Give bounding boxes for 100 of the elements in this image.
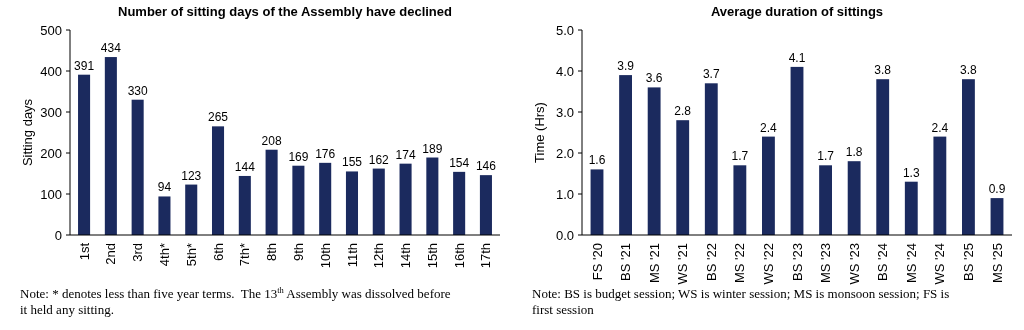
x-tick-label: 7th* xyxy=(237,243,253,267)
x-tick-label: BS '21 xyxy=(618,243,634,281)
bar xyxy=(962,79,975,235)
y-tick-label: 400 xyxy=(40,63,62,79)
x-tick-label: 14th xyxy=(398,243,414,269)
x-tick-label: MS '25 xyxy=(989,243,1005,284)
x-tick-label: WS '21 xyxy=(675,243,691,285)
data-label: 391 xyxy=(74,58,95,73)
bar xyxy=(990,198,1004,235)
x-tick-label: MS '21 xyxy=(646,243,662,284)
data-label: 3.8 xyxy=(874,63,892,78)
data-label: 1.7 xyxy=(817,149,835,164)
y-tick-label: 500 xyxy=(40,22,62,38)
x-tick-label: MS '24 xyxy=(903,243,919,284)
x-tick-label: 12th xyxy=(371,243,387,269)
data-label: 2.4 xyxy=(931,120,949,135)
y-tick-label: 300 xyxy=(40,104,62,120)
bar xyxy=(933,136,947,235)
y-tick-label: 0 xyxy=(54,227,62,243)
bar xyxy=(372,168,385,235)
y-tick-label: 4.0 xyxy=(555,63,574,79)
x-tick-label: MS '22 xyxy=(732,243,748,284)
bar xyxy=(619,75,632,235)
data-label: 144 xyxy=(234,159,256,174)
bar xyxy=(453,171,466,235)
bar xyxy=(676,120,690,235)
bar xyxy=(647,87,661,235)
bar xyxy=(158,196,171,235)
x-tick-label: WS '22 xyxy=(760,243,776,285)
bar xyxy=(704,83,718,235)
bar xyxy=(319,162,332,235)
bar xyxy=(399,163,412,235)
y-tick-label: 5.0 xyxy=(555,22,574,38)
text: Note: BS is budget session; WS is winter session; MS is monsoon session; FS is first session xyxy=(532,286,950,317)
x-tick-label: 16th xyxy=(451,243,467,269)
bar xyxy=(131,99,144,235)
x-tick-label: 6th xyxy=(210,243,226,262)
data-label: 189 xyxy=(422,141,443,156)
data-label: 1.6 xyxy=(588,153,606,168)
x-tick-label: 11th xyxy=(344,243,360,268)
x-tick-label: 2nd xyxy=(103,243,119,265)
y-axis-title: Time (Hrs) xyxy=(532,102,547,163)
x-tick-label: 9th xyxy=(290,243,306,262)
data-label: 2.8 xyxy=(674,104,692,119)
bar xyxy=(265,149,278,235)
data-label: 330 xyxy=(127,83,148,98)
x-tick-label: 15th xyxy=(424,243,440,269)
data-label: 162 xyxy=(368,152,390,167)
y-tick-label: 2.0 xyxy=(555,145,574,161)
y-tick-label: 1.0 xyxy=(555,186,574,202)
y-axis-title: Sitting days xyxy=(20,98,35,167)
x-tick-label: BS '24 xyxy=(875,243,891,281)
data-label: 208 xyxy=(261,133,282,148)
bar xyxy=(426,157,439,235)
x-tick-label: 3rd xyxy=(130,243,146,262)
data-label: 3.9 xyxy=(617,59,635,74)
x-tick-label: WS '24 xyxy=(932,243,948,285)
x-tick-label: MS '23 xyxy=(818,243,834,284)
data-label: 155 xyxy=(341,155,363,170)
y-tick-label: 0.0 xyxy=(555,227,574,243)
data-label: 1.8 xyxy=(845,145,863,160)
bar xyxy=(762,136,775,235)
x-tick-label: 1st xyxy=(76,242,92,261)
bar xyxy=(847,161,861,235)
data-label: 154 xyxy=(449,155,470,170)
data-label: 94 xyxy=(157,180,172,195)
x-tick-label: 8th xyxy=(264,243,280,262)
bar xyxy=(185,184,198,235)
y-tick-label: 200 xyxy=(40,145,62,161)
data-label: 146 xyxy=(475,159,497,174)
data-label: 3.8 xyxy=(960,63,978,78)
bar xyxy=(104,57,117,235)
x-tick-label: BS '23 xyxy=(789,243,805,281)
data-label: 176 xyxy=(315,146,336,161)
data-label: 169 xyxy=(288,149,309,164)
data-label: 0.9 xyxy=(988,182,1006,197)
bar xyxy=(238,175,251,235)
x-tick-label: 5th* xyxy=(183,243,199,267)
x-tick-label: FS '20 xyxy=(589,243,605,281)
x-tick-label: BS '22 xyxy=(703,243,719,281)
x-tick-label: 17th xyxy=(478,243,494,269)
bar xyxy=(78,74,91,235)
data-label: 4.1 xyxy=(788,50,806,65)
text: Note: * denotes less than five year terms. The 13$^{th}$ Assembly was dissolved before it held any sitting. xyxy=(20,285,451,317)
x-tick-label: 4th* xyxy=(156,243,172,267)
data-label: 2.4 xyxy=(760,120,778,135)
bar xyxy=(904,181,918,235)
data-label: 123 xyxy=(181,168,202,183)
chart-title: Average duration of sittings xyxy=(710,4,884,19)
bar xyxy=(211,126,225,235)
bar xyxy=(733,165,747,235)
bar xyxy=(790,66,804,235)
bar xyxy=(345,171,359,235)
y-tick-label: 100 xyxy=(40,186,62,202)
data-label: 3.6 xyxy=(645,71,663,86)
x-tick-label: WS '23 xyxy=(846,243,862,285)
x-tick-label: BS '25 xyxy=(960,243,976,281)
data-label: 1.3 xyxy=(902,165,920,180)
data-label: 265 xyxy=(208,110,229,125)
bar xyxy=(819,165,832,235)
